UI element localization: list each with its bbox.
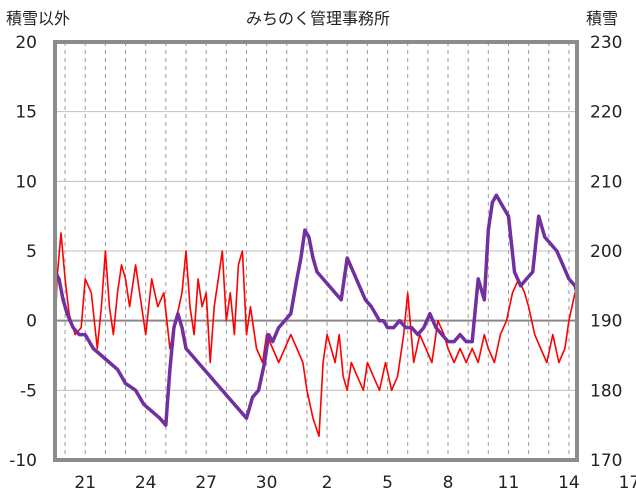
x-tick-label: 5 — [382, 473, 393, 493]
left-tick-label: 5 — [26, 242, 37, 262]
right-axis-label: 積雪 — [586, 9, 618, 28]
x-tick-label: 11 — [498, 473, 520, 493]
x-tick-label: 21 — [74, 473, 96, 493]
plot-frame — [53, 40, 579, 462]
right-tick-label: 220 — [590, 103, 622, 123]
left-tick-label: 15 — [15, 103, 37, 123]
x-tick-label: 8 — [443, 473, 454, 493]
x-tick-label: 27 — [195, 473, 217, 493]
left-tick-label: 10 — [15, 172, 37, 192]
series-line-right-axis — [55, 193, 577, 427]
right-tick-label: 180 — [590, 381, 622, 401]
x-tick-label: 24 — [135, 473, 157, 493]
left-tick-label: 20 — [15, 33, 37, 53]
left-tick-label: -10 — [9, 451, 37, 471]
left-tick-label: -5 — [20, 381, 37, 401]
right-tick-label: 170 — [590, 451, 622, 471]
series-layer — [55, 193, 577, 438]
left-tick-labels: -10 -5 0 5 10 15 20 — [9, 33, 37, 471]
left-tick-label: 0 — [26, 312, 37, 332]
chart-title: みちのく管理事務所 — [246, 9, 390, 28]
x-tick-label: 2 — [322, 473, 333, 493]
x-tick-labels: 21 24 27 30 2 5 8 11 14 17 — [74, 473, 636, 493]
x-tick-label: 14 — [558, 473, 580, 493]
x-tick-label: 30 — [256, 473, 278, 493]
right-tick-label: 230 — [590, 33, 622, 53]
right-tick-label: 190 — [590, 312, 622, 332]
series-line-left-axis — [55, 232, 577, 438]
x-tick-label: 17 — [619, 473, 636, 493]
left-axis-label: 積雪以外 — [6, 9, 70, 28]
right-tick-labels: 170 180 190 200 210 220 230 — [590, 33, 622, 471]
right-tick-label: 210 — [590, 172, 622, 192]
right-tick-label: 200 — [590, 242, 622, 262]
